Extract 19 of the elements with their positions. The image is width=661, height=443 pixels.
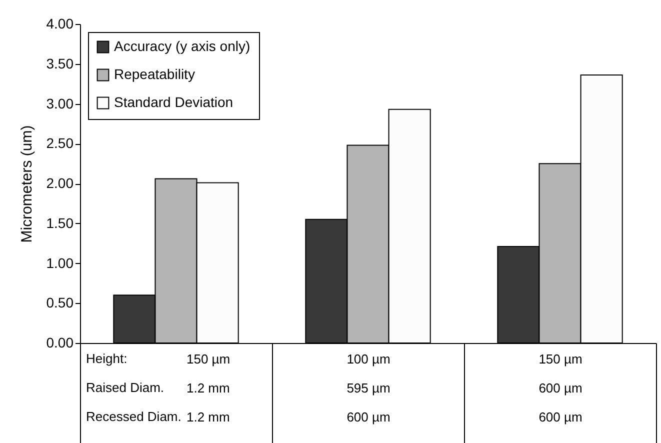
- text: Recessed Diam.: [86, 409, 182, 424]
- y-tick-label: 1.50: [46, 214, 74, 231]
- legend-label: Repeatability: [114, 66, 195, 82]
- y-tick-label: 2.00: [46, 175, 74, 191]
- text: Height:: [86, 351, 128, 366]
- y-tick-label: 1.00: [46, 254, 74, 271]
- y-tick-label: 3.50: [46, 55, 74, 72]
- x-tick-label: 150 µm 600 µm 600 µm: [538, 352, 582, 424]
- legend-label: Accuracy (y axis only): [114, 38, 250, 54]
- x-tick-label: 100 µm 595 µm 600 µm: [346, 352, 390, 424]
- y-axis-title: Micrometers (um): [18, 125, 36, 243]
- y-tick-label: 2.50: [46, 135, 74, 152]
- y-tick-label: 0.00: [46, 334, 74, 350]
- y-tick-label: 4.00: [46, 16, 74, 32]
- legend-label: Standard Deviation: [114, 94, 234, 110]
- text: Raised Diam.: [86, 380, 164, 395]
- y-tick-label: 0.50: [46, 294, 74, 311]
- y-tick-label: 3.00: [46, 95, 74, 112]
- x-tick-label: 150 µm 1.2 mm 1.2 mm: [186, 352, 230, 424]
